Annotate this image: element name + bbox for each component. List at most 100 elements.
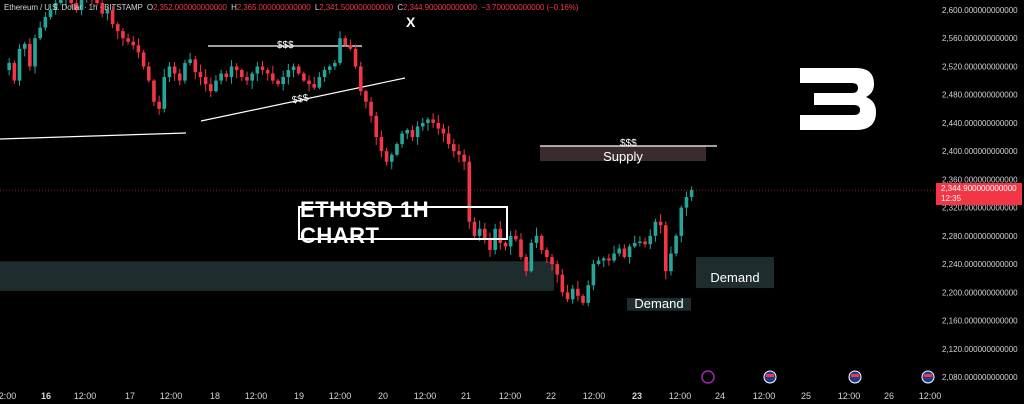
candle-body: [679, 207, 684, 236]
y-tick-label: 2,120.000000000000: [942, 345, 1018, 354]
candle-body: [271, 73, 275, 81]
y-tick-label: 2,160.000000000000: [942, 317, 1018, 326]
candle-body: [348, 45, 353, 49]
x-tick-label: 12:00: [583, 391, 606, 401]
candle-body: [229, 66, 234, 78]
candle-body: [43, 17, 48, 28]
candle-body: [514, 235, 518, 240]
candle-body: [632, 242, 637, 247]
x-tick-label: 19: [294, 391, 304, 401]
candle-body: [684, 197, 689, 208]
candle-body: [539, 235, 544, 250]
candle-body: [519, 239, 523, 258]
demand-zone-label-1: Demand: [634, 295, 684, 311]
close-value: 2,344.900000000000: [403, 3, 477, 12]
candle-body: [555, 264, 559, 275]
candle-body: [648, 235, 653, 245]
candle-body: [245, 77, 249, 81]
y-tick-label: 2,400.000000000000: [942, 147, 1018, 156]
demand-zone-label-2: Demand: [710, 269, 760, 285]
candle-body: [74, 2, 79, 11]
symbol-name: Ethereum / U.S. Dollar · 1h · BITSTAMP: [4, 3, 143, 12]
candle-body: [508, 235, 513, 247]
x-tick-label: 12:00: [245, 391, 268, 401]
x-tick-label: 22: [546, 391, 556, 401]
candle-body: [627, 246, 632, 258]
candle-body: [53, 2, 58, 11]
candle-body: [374, 115, 379, 138]
candle-body: [100, 2, 105, 14]
x-tick-label: 12:00: [0, 391, 16, 401]
candle-body: [322, 69, 327, 78]
candle-body: [22, 43, 27, 49]
y-tick-label: 2,320.000000000000: [942, 204, 1018, 213]
demand-zone-left: [0, 261, 554, 291]
demand-zone-right: [696, 257, 774, 289]
candle-body: [653, 221, 658, 236]
x-tick-label: 21: [461, 391, 471, 401]
y-axis: 2,600.000000000000 2,560.000000000000 2,52…: [942, 6, 1018, 382]
zones-layer: [0, 145, 774, 311]
candle-body: [426, 119, 430, 123]
x-tick-label: 12:00: [669, 391, 692, 401]
symbol-header[interactable]: Ethereum / U.S. Dollar · 1h · BITSTAMP O…: [4, 3, 578, 12]
candle-body: [488, 239, 492, 250]
candle-body: [224, 73, 229, 78]
candle-body: [110, 10, 115, 25]
candle-body: [550, 257, 554, 265]
candle-body: [131, 41, 136, 46]
candle-body: [291, 66, 296, 70]
low-label: L: [314, 3, 320, 12]
x-tick-label: 12:00: [160, 391, 183, 401]
candle-body: [601, 258, 606, 261]
candle-body: [260, 66, 265, 70]
candle-body: [255, 66, 260, 74]
x-tick-label: 12:00: [499, 391, 522, 401]
candle-body: [115, 24, 120, 32]
open-label: O: [146, 3, 153, 12]
y-tick-label: 2,280.000000000000: [942, 232, 1018, 241]
candle-body: [617, 248, 622, 254]
candle-body: [276, 80, 280, 85]
x-tick-label: 20: [378, 391, 388, 401]
candle-body: [302, 73, 306, 81]
x-tick-label: 12:00: [919, 391, 942, 401]
candle-body: [333, 62, 337, 67]
candle-body: [405, 129, 410, 134]
y-tick-label: 2,440.000000000000: [942, 119, 1018, 128]
x-tick-label: 18: [210, 391, 220, 401]
candle-body: [596, 260, 601, 265]
candle-body: [358, 66, 363, 92]
candle-body: [581, 295, 585, 303]
x-marker: X: [406, 14, 416, 30]
candle-body: [457, 151, 461, 155]
liquidity-trendline: [200, 77, 406, 122]
candle-body: [689, 189, 694, 198]
candle-body: [343, 38, 348, 46]
candle-body: [658, 221, 663, 226]
candle-body: [317, 77, 322, 88]
candle-body: [327, 66, 332, 70]
candle-body: [441, 128, 446, 134]
event-icons: [701, 370, 935, 384]
candle-body: [436, 122, 441, 129]
candle-body: [183, 62, 187, 81]
candle-body: [281, 77, 285, 85]
candle-body: [203, 77, 208, 85]
x-tick-label: 16: [41, 391, 51, 401]
y-tick-label: 2,560.000000000000: [942, 34, 1018, 43]
x-tick-label: 12:00: [414, 391, 437, 401]
high-value: 2,365.000000000000: [236, 3, 311, 12]
candle-body: [250, 73, 254, 81]
high-label: H: [231, 3, 237, 12]
y-tick-label: 2,200.000000000000: [942, 288, 1018, 297]
supply-zone-label: Supply: [603, 148, 643, 164]
candle-body: [59, 0, 63, 3]
y-tick-label: 2,360.000000000000: [942, 175, 1018, 184]
candle-body: [286, 69, 291, 78]
candle-body: [307, 80, 311, 85]
candle-body: [105, 10, 110, 14]
candle-body: [498, 228, 503, 243]
candle-body: [622, 248, 627, 258]
